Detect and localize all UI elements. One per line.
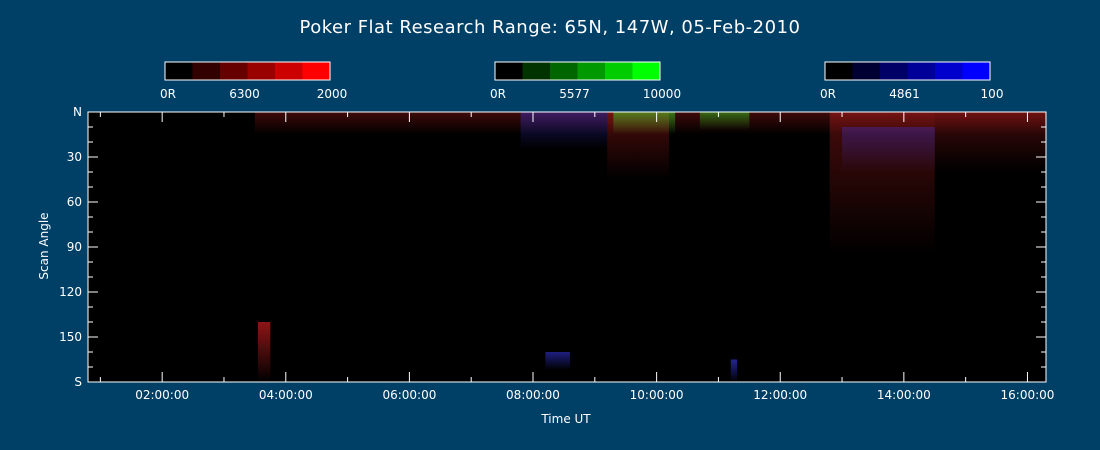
colorbar-min-label: 0R xyxy=(490,87,506,101)
colorbar-channel-label: 5577 xyxy=(559,87,590,101)
emission-4861 xyxy=(545,352,571,370)
colorbar-min-label: 0R xyxy=(160,87,176,101)
colorbar-swatch xyxy=(550,62,578,80)
colorbar-max-label: 100 xyxy=(981,87,1004,101)
plot-area: 02:00:00 04:00:00 06:00:00 08:00:00 10:00:00… xyxy=(59,105,1054,402)
colorbar-swatch xyxy=(907,62,936,80)
emission-features xyxy=(254,112,1046,382)
x-tick-label: 04:00:00 xyxy=(259,388,313,402)
y-tick-label: N xyxy=(73,105,82,119)
x-tick-label: 16:00:00 xyxy=(1001,388,1055,402)
colorbar-frame xyxy=(164,61,331,81)
colorbar-swatch xyxy=(495,62,523,80)
colorbar-swatch xyxy=(852,62,881,80)
chart-title: Poker Flat Research Range: 65N, 147W, 05… xyxy=(299,17,801,38)
y-tick-label: 120 xyxy=(59,285,82,299)
colorbar-min-label: 0R xyxy=(820,87,836,101)
emission-5577 xyxy=(613,112,676,135)
colorbar-swatch xyxy=(880,62,908,80)
colorbar-swatch xyxy=(825,62,853,80)
emission-5577 xyxy=(699,112,750,130)
colorbar-5577: 0R 5577 10000 xyxy=(490,61,681,101)
colorbar-frame xyxy=(494,61,661,81)
x-tick-label: 06:00:00 xyxy=(382,388,436,402)
colorbar-swatch xyxy=(632,62,661,80)
emission-4861 xyxy=(520,112,608,150)
colorbar-swatch xyxy=(247,62,276,80)
colorbar-swatch xyxy=(577,62,606,80)
colorbar-channel-label: 6300 xyxy=(229,87,260,101)
x-axis-title: Time UT xyxy=(540,412,591,426)
emission-4861 xyxy=(730,359,737,382)
y-tick-label: 90 xyxy=(67,240,82,254)
x-tick-label: 14:00:00 xyxy=(877,388,931,402)
x-tick-label: 08:00:00 xyxy=(506,388,560,402)
y-axis: N 30 60 90 120 150 S xyxy=(59,105,1046,389)
colorbar-frame xyxy=(824,61,991,81)
colorbar-swatch xyxy=(522,62,551,80)
x-tick-label: 02:00:00 xyxy=(135,388,189,402)
y-tick-label: 150 xyxy=(59,330,82,344)
colorbar-swatch xyxy=(302,62,331,80)
y-axis-title: Scan Angle xyxy=(37,212,51,279)
x-tick-label: 10:00:00 xyxy=(630,388,684,402)
colorbar-swatch xyxy=(935,62,963,80)
colorbar-swatch xyxy=(962,62,991,80)
emission-4861 xyxy=(842,127,935,172)
colorbar-4861: 0R 4861 100 xyxy=(820,61,1004,101)
y-tick-label: 60 xyxy=(67,195,82,209)
colorbar-swatch xyxy=(605,62,633,80)
y-tick-label: 30 xyxy=(67,150,82,164)
emission-6300 xyxy=(257,322,271,382)
y-tick-label: S xyxy=(74,375,82,389)
colorbar-max-label: 10000 xyxy=(643,87,681,101)
x-axis: 02:00:00 04:00:00 06:00:00 08:00:00 10:00:00… xyxy=(99,112,1055,402)
colorbar-swatch xyxy=(275,62,303,80)
colorbars-group: 0R 6300 2000 0R 5577 10000 0R 4861 100 xyxy=(160,61,1004,101)
colorbar-6300: 0R 6300 2000 xyxy=(160,61,348,101)
colorbar-channel-label: 4861 xyxy=(889,87,920,101)
x-tick-label: 12:00:00 xyxy=(753,388,807,402)
colorbar-swatch xyxy=(165,62,193,80)
emission-6300 xyxy=(934,112,1046,172)
colorbar-max-label: 2000 xyxy=(317,87,348,101)
colorbar-swatch xyxy=(192,62,221,80)
colorbar-swatch xyxy=(220,62,248,80)
